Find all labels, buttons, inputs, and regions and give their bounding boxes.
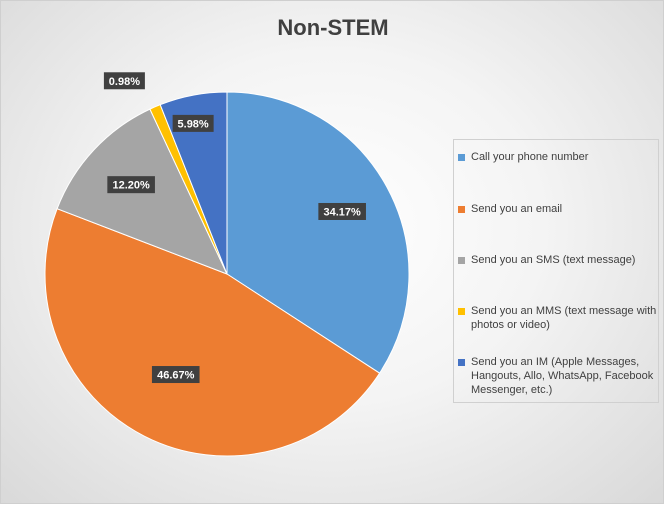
legend: Call your phone number Send you an email… — [453, 139, 659, 403]
svg-text:5.98%: 5.98% — [178, 118, 209, 130]
data-label-mms: 0.98% — [103, 72, 145, 90]
legend-label-email: Send you an email — [471, 203, 563, 215]
legend-swatch-sms — [458, 257, 465, 264]
legend-swatch-im — [458, 359, 465, 366]
legend-label-mms: Send you an MMS (text message with photo… — [471, 305, 657, 331]
legend-item-mms: Send you an MMS (text message with photo… — [458, 304, 658, 332]
legend-swatch-email — [458, 206, 465, 213]
pie-slice-im — [159, 91, 228, 275]
data-label-im: 5.98% — [172, 114, 214, 132]
legend-item-call: Call your phone number — [458, 150, 658, 164]
data-label-sms: 12.20% — [107, 176, 155, 194]
data-label-email: 46.67% — [151, 366, 200, 384]
svg-text:34.17%: 34.17% — [324, 206, 362, 218]
legend-item-sms: Send you an SMS (text message) — [458, 253, 658, 267]
legend-swatch-call — [458, 154, 465, 161]
legend-label-im: Send you an IM (Apple Messages, Hangouts… — [471, 356, 654, 396]
pie-slice-email — [44, 208, 381, 457]
legend-label-sms: Send you an SMS (text message) — [471, 254, 636, 266]
chart-title: Non-STEM — [277, 15, 389, 40]
pie-slice-call — [226, 91, 410, 374]
svg-text:0.98%: 0.98% — [109, 76, 140, 88]
legend-item-im: Send you an IM (Apple Messages, Hangouts… — [458, 355, 658, 397]
svg-text:46.67%: 46.67% — [157, 370, 195, 382]
data-label-call: 34.17% — [318, 202, 366, 220]
legend-swatch-mms — [458, 308, 465, 315]
legend-item-email: Send you an email — [458, 202, 658, 216]
svg-text:12.20%: 12.20% — [112, 180, 150, 192]
legend-label-call: Call your phone number — [471, 151, 589, 163]
